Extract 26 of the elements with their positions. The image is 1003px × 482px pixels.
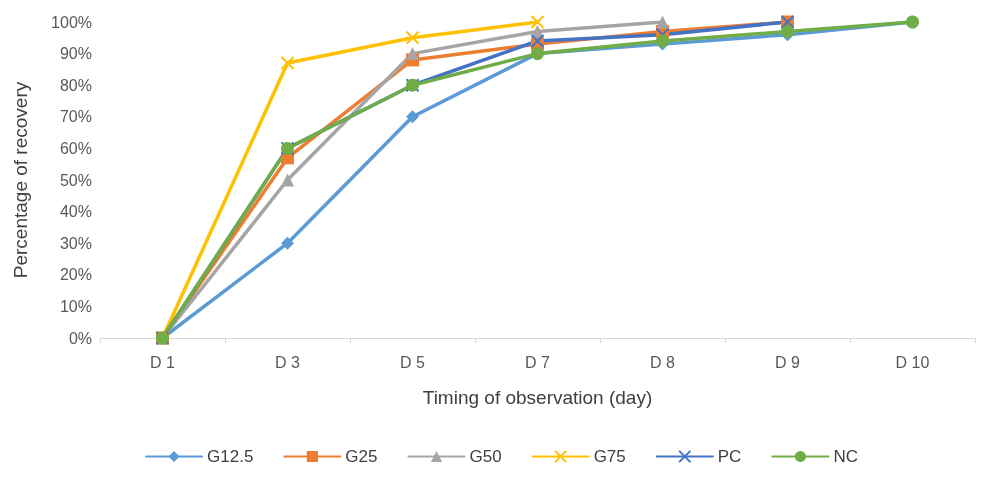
legend-label: PC [717,447,742,466]
y-tick-label: 40% [59,203,92,221]
x-axis-title: Timing of observation (day) [422,387,653,408]
y-tick-label: 0% [68,329,92,347]
legend-label: NC [833,447,858,466]
y-tick-label: 70% [59,108,92,126]
y-axis-title: Percentage of recovery [10,81,31,279]
y-tick-label: 50% [59,171,92,189]
y-tick-label: 90% [59,45,92,63]
legend-label: G50 [469,447,502,466]
y-tick-label: 20% [59,266,92,284]
x-tick-label: D 8 [650,353,676,371]
y-tick-label: 80% [59,76,92,94]
x-tick-label: D 7 [525,353,551,371]
x-tick-label: D 1 [150,353,176,371]
x-tick-label: D 3 [275,353,301,371]
legend-label: G25 [345,447,378,466]
legend-label: G12.5 [207,447,254,466]
x-tick-label: D 9 [775,353,801,371]
x-tick-label: D 10 [895,353,930,371]
y-tick-label: 30% [59,234,92,252]
y-tick-label: 60% [59,139,92,157]
y-tick-label: 10% [59,297,92,315]
y-tick-label: 100% [51,13,92,31]
legend-label: G75 [593,447,626,466]
x-tick-label: D 5 [400,353,426,371]
